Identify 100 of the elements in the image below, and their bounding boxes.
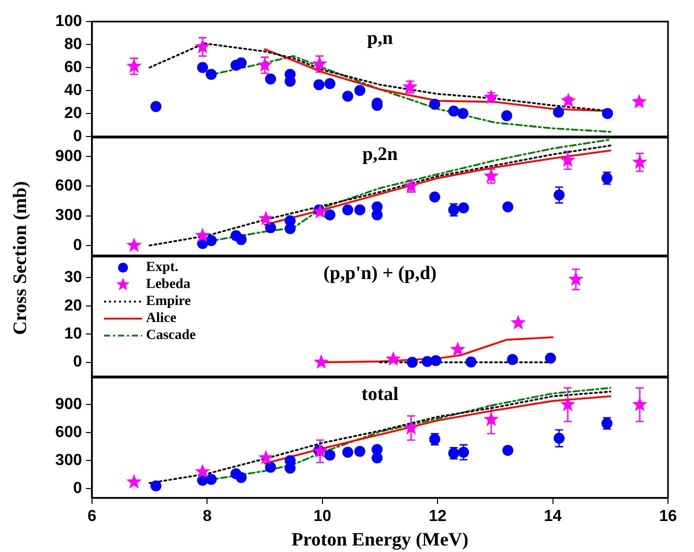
point (501, 110, 512, 122)
y-tick-label: 20 (64, 297, 82, 314)
y-tick-label: 100 (55, 13, 82, 30)
point (354, 204, 366, 216)
point (544, 352, 556, 364)
point (510, 314, 526, 330)
point (632, 94, 647, 108)
point (484, 89, 499, 104)
y-tick-label: 40 (64, 82, 82, 99)
point (560, 92, 576, 108)
point (342, 446, 354, 458)
point (372, 452, 383, 464)
chart-title: p,n (367, 28, 394, 50)
point (403, 178, 419, 193)
y-tick-label: 900 (55, 148, 82, 165)
chart-title: p,2n (362, 144, 398, 166)
y-tick-label: 0 (73, 480, 82, 498)
point (236, 234, 247, 246)
point (126, 474, 142, 489)
point (502, 201, 514, 212)
point (150, 480, 162, 492)
y-tick-label: 80 (64, 36, 82, 53)
point (265, 74, 276, 84)
legend-label: Lebeda (146, 277, 190, 292)
y-tick-label: 10 (64, 326, 82, 343)
point (386, 351, 401, 366)
point (126, 238, 142, 252)
x-tick-label: 16 (659, 508, 677, 526)
point (553, 106, 564, 118)
point (236, 472, 247, 483)
point (560, 396, 576, 412)
point (458, 446, 470, 458)
point (206, 68, 217, 80)
y-tick-label: 0 (73, 354, 82, 371)
point (429, 191, 440, 202)
y-tick-label: 20 (64, 104, 82, 122)
x-tick-label: 12 (428, 508, 447, 526)
chart-title: total (362, 384, 398, 406)
y-tick-label: 30 (64, 269, 82, 286)
point (372, 209, 383, 220)
point (632, 396, 648, 412)
point (265, 462, 276, 473)
point (324, 78, 336, 90)
point (568, 271, 584, 286)
point (342, 90, 354, 102)
x-tick-label: 14 (544, 508, 562, 526)
point (502, 444, 514, 456)
y-tick-label: 900 (55, 396, 82, 414)
y-tick-label: 600 (55, 178, 82, 195)
chart-title: (p,p'n) + (p,d) (323, 263, 437, 284)
point (406, 356, 418, 368)
point (354, 84, 366, 96)
y-tick-label: 0 (73, 128, 82, 145)
point (560, 152, 576, 167)
point (602, 108, 614, 119)
point (257, 57, 272, 72)
x-axis-title: Proton Energy (MeV) (292, 530, 468, 551)
point (554, 432, 565, 444)
point (429, 98, 440, 110)
point (324, 209, 336, 220)
legend-label: Empire (146, 294, 191, 310)
point (265, 222, 276, 234)
point (126, 58, 142, 73)
point (402, 79, 418, 94)
legend-label: Cascade (146, 328, 196, 344)
x-tick-label: 6 (88, 508, 97, 526)
point (194, 38, 210, 54)
point (206, 474, 217, 485)
y-tick-label: 300 (55, 452, 82, 470)
point (236, 57, 247, 68)
point (314, 354, 329, 369)
point (457, 108, 468, 119)
point (258, 210, 274, 226)
point (484, 168, 499, 183)
point (342, 204, 354, 216)
point (312, 56, 328, 71)
y-tick-label: 300 (55, 207, 82, 224)
y-tick-label: 0 (73, 236, 82, 254)
point (312, 443, 328, 458)
x-tick-label: 8 (202, 508, 212, 526)
point (197, 62, 208, 74)
point (466, 356, 477, 368)
point (194, 464, 210, 478)
line-series (148, 144, 612, 246)
point (194, 228, 210, 242)
y-tick-label: 60 (64, 58, 82, 76)
point (354, 446, 366, 457)
point (313, 79, 324, 90)
point (284, 223, 296, 234)
point (403, 420, 419, 434)
point (430, 355, 442, 366)
legend-label: Expt. (146, 260, 178, 276)
point (284, 462, 296, 474)
legend-label: Alice (146, 311, 176, 326)
y-axis-title: Cross Section (mb) (10, 181, 32, 335)
y-tick-label: 600 (55, 424, 82, 442)
point (554, 190, 565, 201)
point (448, 106, 460, 117)
point (450, 342, 466, 356)
point (484, 412, 499, 426)
